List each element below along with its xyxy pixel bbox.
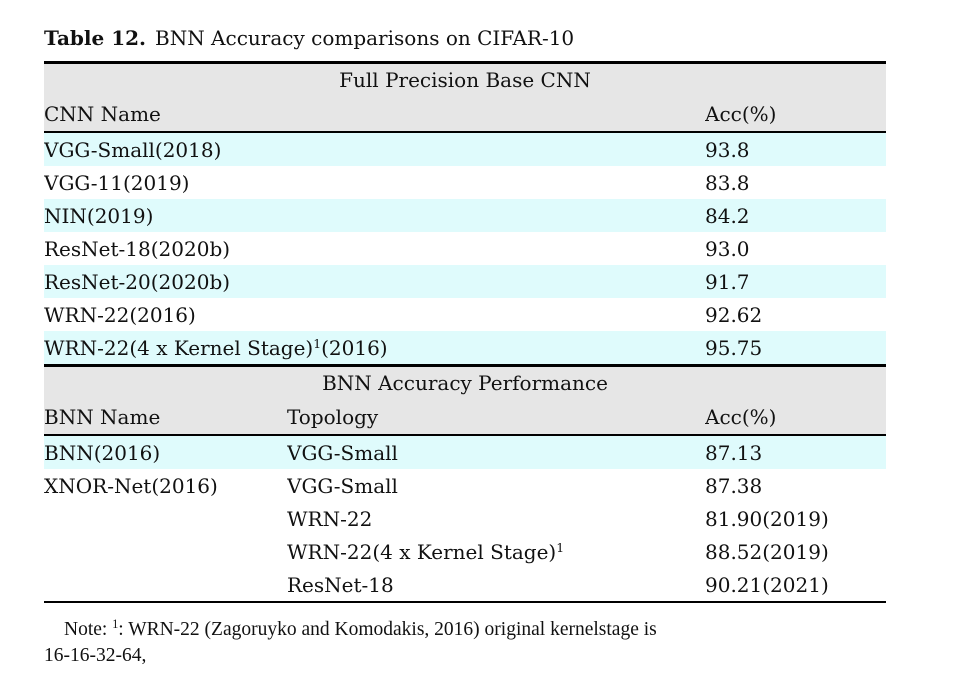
accuracy-cell: 87.38 [705, 469, 886, 502]
text-segment: (2016) [321, 335, 388, 360]
table-footnote: Note: 1: WRN-22 (Zagoruyko and Komodakis… [44, 617, 894, 669]
text-segment: 93.8 [705, 137, 750, 162]
table-row: NIN(2019) 84.2 [44, 199, 887, 232]
name-cell: ResNet-18(2020b) [44, 232, 705, 265]
topology-cell: ResNet-18 [287, 568, 705, 602]
bnn-accuracy-table-body: Full Precision Base CNN CNN Name Acc(%) VGG… [44, 62, 887, 603]
table-row: ResNet-20(2020b) 91.7 [44, 265, 887, 298]
accuracy-cell: 87.13 [705, 435, 887, 469]
text-segment: WRN-22 [287, 506, 373, 531]
table-row: WRN-22(4 x Kernel Stage)1(2016) 95.75 [44, 331, 887, 366]
text-segment: 93.0 [705, 236, 750, 261]
column-header-row: BNN Name Topology Acc(%) [44, 399, 887, 436]
table-caption-label: Table 12. [44, 26, 146, 50]
text-segment: XNOR-Net(2016) [44, 473, 218, 498]
text-segment: NIN(2019) [44, 203, 154, 228]
name-cell: ResNet-20(2020b) [44, 265, 705, 298]
text-segment: WRN-22(4 x Kernel Stage) [44, 335, 314, 360]
text-segment: 88.52(2019) [705, 539, 829, 564]
table-row: WRN-22(4 x Kernel Stage)1 88.52(2019) [44, 535, 886, 568]
text-segment: 83.8 [705, 170, 750, 195]
column-header-row: CNN Name Acc(%) [44, 96, 887, 133]
text-segment: 16-16-32-64, [44, 645, 147, 667]
table-row: ResNet-18 90.21(2021) [44, 568, 886, 602]
accuracy-cell: 84.2 [705, 199, 887, 232]
column-header: CNN Name [44, 96, 705, 133]
section-header-row: Full Precision Base CNN [44, 62, 887, 96]
text-segment: 90.21(2021) [705, 572, 829, 597]
name-cell: VGG-Small(2018) [44, 132, 705, 166]
name-cell [44, 535, 287, 568]
text-segment: VGG-Small [287, 473, 398, 498]
table-row: BNN(2016) VGG-Small 87.13 [44, 435, 887, 469]
table-row: WRN-22(2016) 92.62 [44, 298, 886, 331]
name-cell: VGG-11(2019) [44, 166, 705, 199]
text-segment: Note: [64, 619, 113, 640]
table-row: VGG-11(2019) 83.8 [44, 166, 886, 199]
text-segment: 92.62 [705, 302, 763, 327]
text-segment: ResNet-20(2020b) [44, 269, 231, 294]
accuracy-cell: 81.90(2019) [705, 502, 886, 535]
name-cell: NIN(2019) [44, 199, 705, 232]
column-header: Acc(%) [705, 96, 887, 133]
footnote-superscript: 1 [112, 617, 119, 632]
footnote-superscript: 1 [313, 335, 322, 351]
text-segment: VGG-Small(2018) [44, 137, 222, 162]
accuracy-cell: 93.8 [705, 132, 887, 166]
text-segment: VGG-Small [287, 440, 398, 465]
name-cell: BNN(2016) [44, 435, 287, 469]
text-segment: 87.13 [705, 440, 763, 465]
accuracy-cell: 95.75 [705, 331, 887, 366]
accuracy-cell: 93.0 [705, 232, 886, 265]
text-segment: 84.2 [705, 203, 750, 228]
name-cell: WRN-22(2016) [44, 298, 705, 331]
text-segment: WRN-22(4 x Kernel Stage) [287, 539, 557, 564]
table-caption: Table 12. BNN Accuracy comparisons on CIF… [44, 26, 957, 50]
footnote-superscript: 1 [556, 539, 565, 555]
table-caption-text: BNN Accuracy comparisons on CIFAR-10 [155, 26, 575, 50]
accuracy-cell: 90.21(2021) [705, 568, 886, 602]
topology-cell: WRN-22(4 x Kernel Stage)1 [287, 535, 705, 568]
text-segment: WRN-22(2016) [44, 302, 196, 327]
topology-cell: VGG-Small [287, 435, 705, 469]
text-segment: BNN(2016) [44, 440, 161, 465]
bnn-accuracy-table: Full Precision Base CNN CNN Name Acc(%) VGG… [44, 61, 887, 603]
table-row: WRN-22 81.90(2019) [44, 502, 886, 535]
accuracy-cell: 91.7 [705, 265, 887, 298]
table-row: XNOR-Net(2016) VGG-Small 87.38 [44, 469, 886, 502]
topology-cell: VGG-Small [287, 469, 705, 502]
accuracy-cell: 83.8 [705, 166, 886, 199]
column-header: BNN Name [44, 399, 287, 436]
accuracy-cell: 92.62 [705, 298, 886, 331]
column-header: Topology [287, 399, 705, 436]
text-segment: 87.38 [705, 473, 763, 498]
name-cell [44, 568, 287, 602]
section-header: Full Precision Base CNN [44, 62, 887, 96]
name-cell: WRN-22(4 x Kernel Stage)1(2016) [44, 331, 705, 366]
text-segment: VGG-11(2019) [44, 170, 190, 195]
topology-cell: WRN-22 [287, 502, 705, 535]
text-segment: 81.90(2019) [705, 506, 829, 531]
section-header-row: BNN Accuracy Performance [44, 364, 887, 399]
section-header: BNN Accuracy Performance [44, 364, 887, 399]
name-cell [44, 502, 287, 535]
text-segment: ResNet-18(2020b) [44, 236, 231, 261]
table-row: VGG-Small(2018) 93.8 [44, 132, 887, 166]
table-row: ResNet-18(2020b) 93.0 [44, 232, 886, 265]
column-header: Acc(%) [705, 399, 887, 436]
name-cell: XNOR-Net(2016) [44, 469, 287, 502]
text-segment: 95.75 [705, 335, 763, 360]
text-segment: : WRN-22 (Zagoruyko and Komodakis, 2016)… [118, 619, 657, 640]
accuracy-cell: 88.52(2019) [705, 535, 886, 568]
text-segment: ResNet-18 [287, 572, 394, 597]
text-segment: 91.7 [705, 269, 750, 294]
